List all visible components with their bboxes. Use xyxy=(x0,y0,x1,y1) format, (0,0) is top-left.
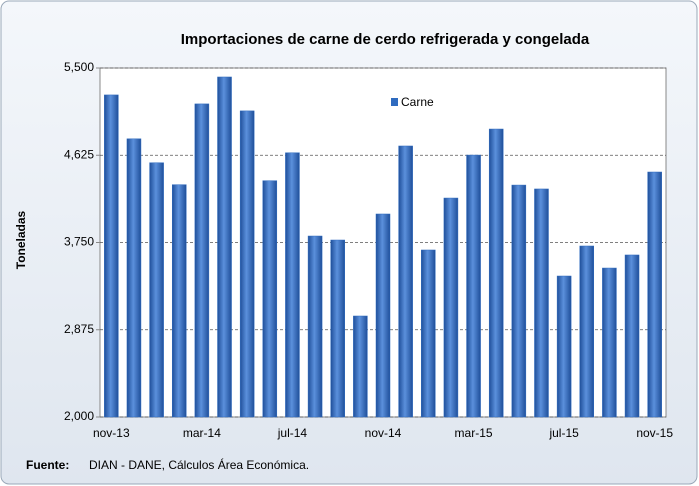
bar xyxy=(126,138,142,418)
x-tick-label: mar-15 xyxy=(455,426,493,440)
bar xyxy=(466,154,481,418)
bar xyxy=(149,162,164,418)
bar xyxy=(443,197,459,418)
bar xyxy=(194,103,210,418)
bar xyxy=(239,110,255,418)
bar xyxy=(511,184,527,418)
source-text: DIAN - DANE, Cálculos Área Económica. xyxy=(89,457,309,472)
y-tick-label: 2,000 xyxy=(64,409,94,423)
y-axis-label: Toneladas xyxy=(14,210,28,269)
bar xyxy=(579,245,595,418)
chart-title: Importaciones de carne de cerdo refriger… xyxy=(181,31,590,48)
x-tick-label: nov-13 xyxy=(93,426,130,440)
bar xyxy=(647,171,662,418)
legend-label: Carne xyxy=(401,95,434,109)
x-tick-label: mar-14 xyxy=(183,426,221,440)
x-tick-label: nov-14 xyxy=(365,426,402,440)
bar xyxy=(262,180,278,418)
bar xyxy=(330,239,345,418)
bar xyxy=(624,254,640,418)
bar xyxy=(217,76,232,418)
bar xyxy=(556,275,572,418)
x-tick-label: jul-14 xyxy=(277,426,308,440)
bar xyxy=(285,152,300,418)
source-label: Fuente: xyxy=(26,458,69,472)
bar xyxy=(398,145,413,418)
x-tick-label: nov-15 xyxy=(636,426,673,440)
bar xyxy=(488,128,504,418)
bar xyxy=(171,184,187,418)
y-tick-label: 3,750 xyxy=(64,235,94,249)
bar xyxy=(104,94,119,418)
bar xyxy=(375,213,391,418)
y-tick-label: 4,625 xyxy=(64,147,94,161)
bar xyxy=(421,249,436,418)
x-tick-label: jul-15 xyxy=(548,426,579,440)
bar xyxy=(353,315,368,418)
y-tick-label: 2,875 xyxy=(64,322,94,336)
legend-swatch xyxy=(391,98,398,106)
bar xyxy=(602,267,617,418)
y-tick-label: 5,500 xyxy=(64,60,94,74)
bar xyxy=(307,235,323,418)
bar xyxy=(534,188,549,418)
